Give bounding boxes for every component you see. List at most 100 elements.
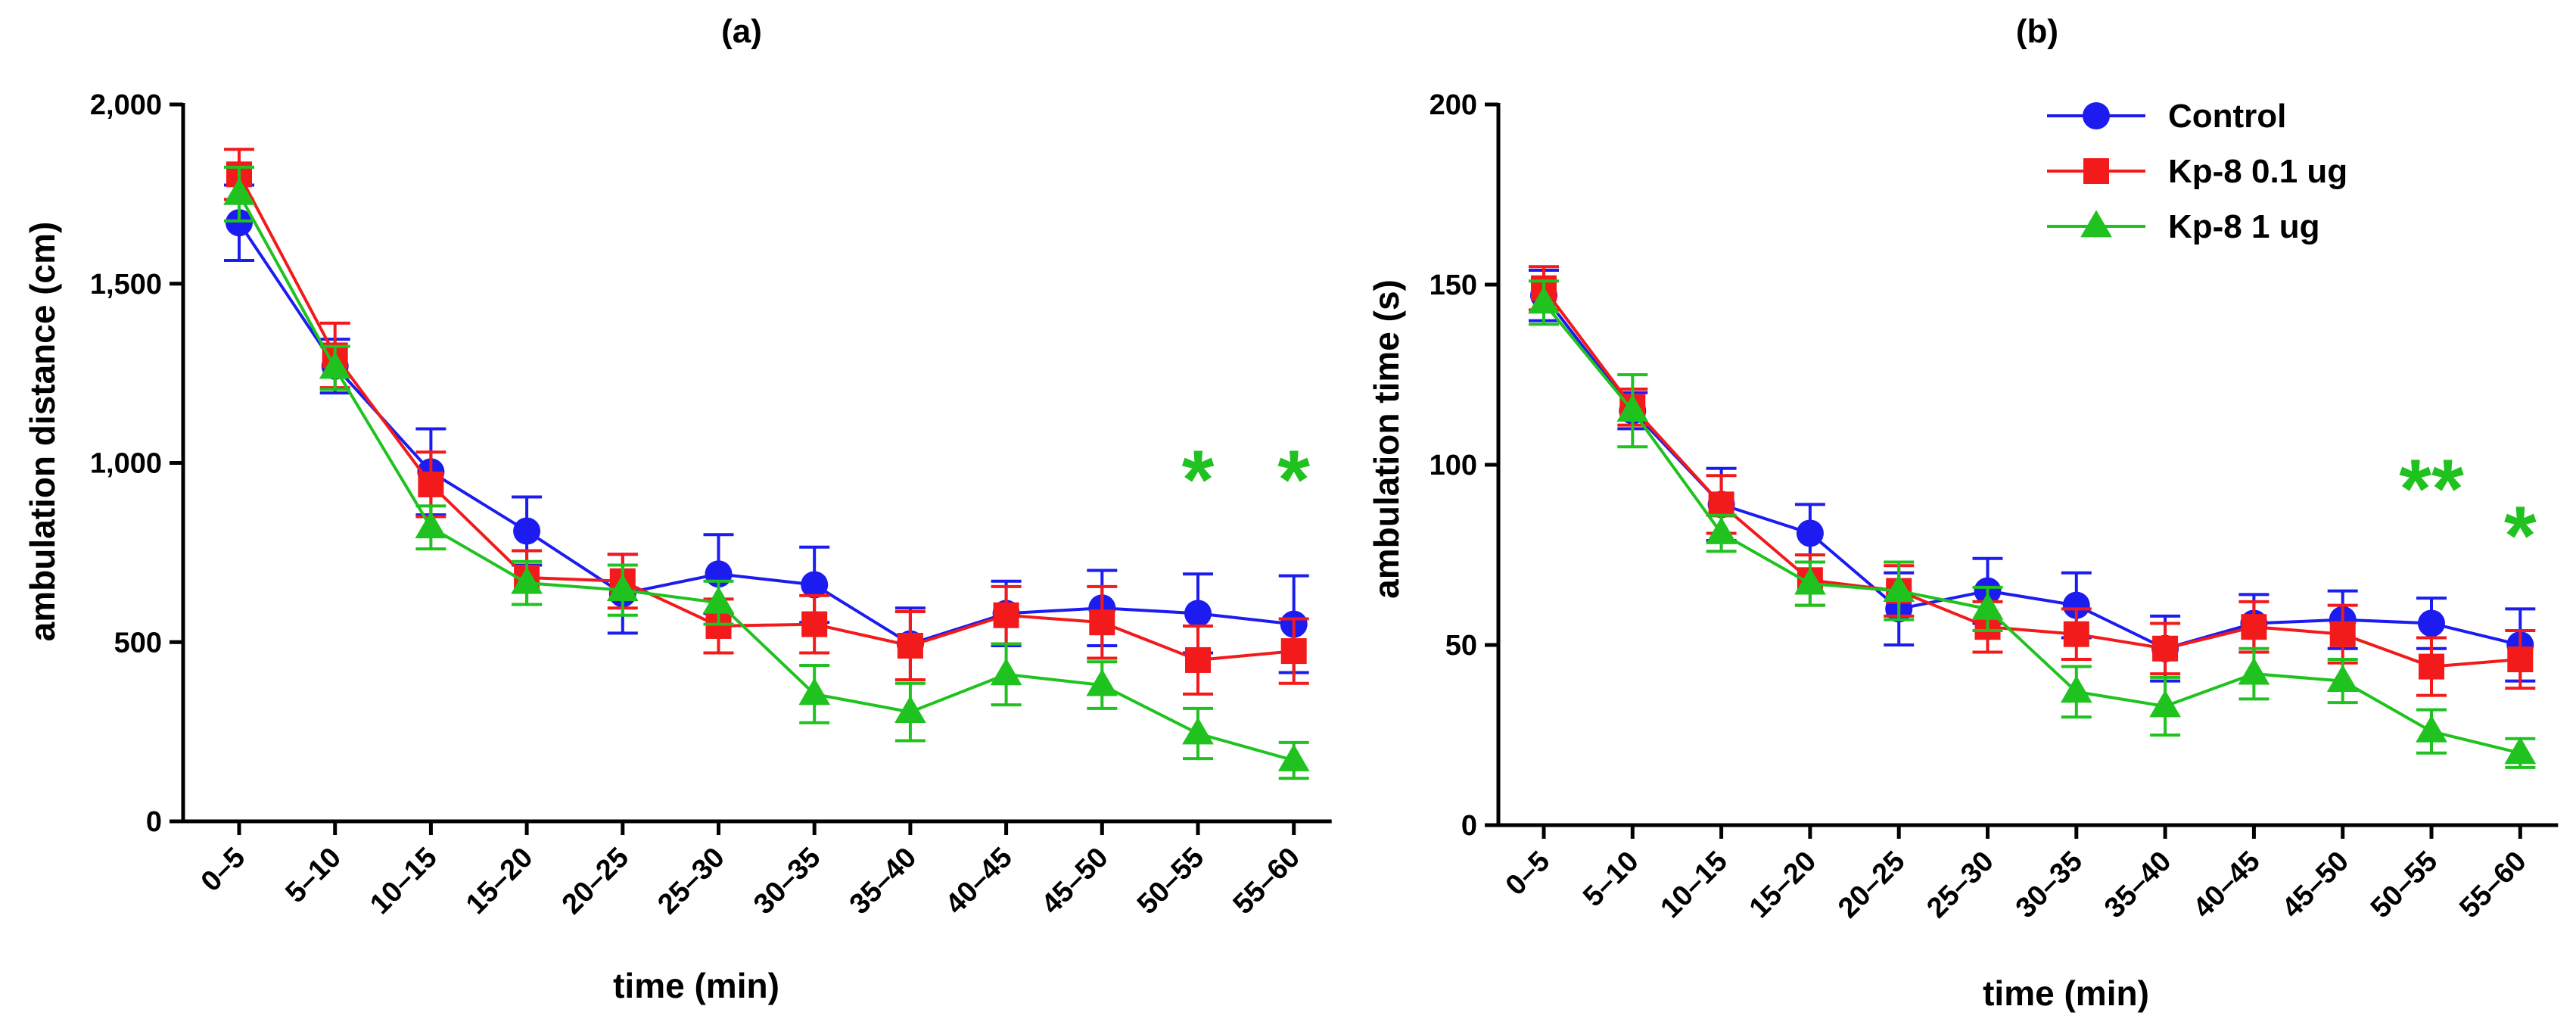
significance-star: *: [1182, 434, 1215, 527]
data-point: [2329, 621, 2356, 647]
legend-label: Kp-8 0.1 ug: [2168, 153, 2347, 190]
data-point: [2062, 591, 2090, 619]
data-point: [1796, 519, 1824, 547]
x-tick-label: 30–35: [748, 842, 826, 921]
series-kp-8-0-1-ug: [1529, 265, 2536, 697]
data-point: [801, 571, 829, 599]
series-control: [224, 183, 1309, 681]
legend-marker: [2080, 210, 2112, 238]
x-axis-label: time (min): [613, 966, 779, 1005]
y-tick-label: 100: [1430, 450, 1477, 481]
x-tick-label: 25–30: [652, 842, 730, 921]
panel-b-ambulation-time: (b) time (min) ambulation time (s) 0 50 10…: [1367, 13, 2559, 1013]
x-tick-label: 55–60: [1227, 842, 1306, 921]
data-point: [1971, 592, 2004, 620]
x-tick-label: 5–10: [280, 842, 347, 909]
data-point: [513, 517, 541, 545]
data-point: [801, 611, 828, 637]
y-tick-label: 1,500: [90, 269, 162, 301]
x-tick-label: 0–5: [195, 842, 252, 899]
significance-star: *: [2504, 489, 2537, 582]
data-point: [1182, 717, 1214, 745]
legend-label: Kp-8 1 ug: [2168, 208, 2319, 245]
data-point: [990, 658, 1022, 686]
x-axis-label: time (min): [1983, 973, 2149, 1013]
y-tick-label: 0: [146, 806, 162, 838]
y-tick-label: 50: [1445, 630, 1477, 662]
x-tick-label: 15–20: [1744, 846, 1822, 924]
data-point: [897, 632, 923, 659]
x-tick-label: 45–50: [2276, 846, 2355, 924]
y-axis-label: ambulation time (s): [1367, 279, 1406, 599]
x-tick-label: 20–25: [1832, 846, 1911, 924]
data-point: [2507, 646, 2534, 673]
series-kp-8-1-ug: [1528, 279, 2537, 769]
series-line: [1542, 301, 2521, 755]
data-point: [415, 511, 447, 539]
panel-title: (b): [2016, 13, 2058, 50]
legend-marker: [2083, 158, 2109, 184]
data-point: [2419, 653, 2444, 680]
x-tick-label: 35–40: [2098, 846, 2177, 924]
legend-marker: [2083, 102, 2110, 129]
x-tick-label: 0–5: [1500, 846, 1557, 902]
x-tick-label: 35–40: [844, 842, 922, 921]
data-point: [2060, 675, 2092, 703]
y-tick-label: 500: [114, 627, 162, 659]
x-tick-label: 40–45: [940, 842, 1019, 921]
data-point: [1528, 286, 1560, 314]
y-tick-label: 1,000: [90, 448, 162, 480]
legend-label: Control: [2168, 98, 2286, 135]
data-point: [2238, 657, 2270, 685]
data-point: [1089, 609, 1115, 636]
series-line: [238, 193, 1295, 762]
significance-star: **: [2399, 443, 2464, 536]
data-point: [1794, 567, 1826, 595]
data-point: [606, 573, 639, 601]
data-point: [2152, 635, 2179, 662]
data-point: [993, 602, 1019, 628]
x-tick-label: 55–60: [2453, 846, 2532, 924]
series-line: [238, 173, 1294, 662]
data-point: [1705, 516, 1738, 544]
data-point: [1185, 646, 1211, 673]
x-tick-label: 50–55: [2365, 846, 2444, 924]
series-line: [238, 222, 1294, 646]
data-point: [1708, 491, 1734, 518]
x-tick-label: 10–15: [1655, 846, 1734, 924]
x-tick-label: 15–20: [460, 842, 539, 921]
x-tick-label: 10–15: [364, 842, 443, 921]
y-tick-label: 200: [1430, 89, 1477, 121]
data-point: [1184, 600, 1212, 628]
y-axis-label: ambulation distance (cm): [23, 222, 62, 642]
data-point: [894, 695, 926, 723]
data-point: [1086, 668, 1118, 696]
data-point: [2504, 737, 2537, 765]
y-tick-label: 150: [1430, 269, 1477, 301]
data-point: [2063, 621, 2089, 647]
x-tick-label: 5–10: [1577, 846, 1644, 913]
y-tick-label: 2,000: [90, 89, 162, 121]
x-tick-label: 45–50: [1035, 842, 1114, 921]
data-point: [2241, 614, 2267, 640]
x-tick-label: 50–55: [1131, 842, 1210, 921]
data-point: [2326, 665, 2359, 692]
legend: Control Kp-8 0.1 ug Kp-8 1 ug: [2047, 98, 2347, 245]
x-tick-label: 40–45: [2187, 846, 2266, 924]
series-line: [1542, 287, 2521, 668]
panel-title: (a): [721, 13, 762, 50]
x-tick-label: 30–35: [2010, 846, 2089, 924]
y-tick-label: 0: [1461, 810, 1477, 842]
data-point: [2149, 690, 2181, 718]
series-kp-8-1-ug: [223, 165, 1310, 780]
data-point: [2418, 609, 2445, 637]
data-point: [226, 209, 253, 237]
data-point: [1616, 394, 1649, 422]
x-tick-label: 20–25: [556, 842, 635, 921]
data-point: [319, 351, 351, 379]
data-point: [1883, 575, 1915, 602]
data-point: [418, 471, 444, 497]
data-point: [223, 177, 255, 205]
data-point: [511, 566, 543, 594]
panel-a-ambulation-distance: (a) time (min) ambulation distance (cm) …: [23, 13, 1332, 1005]
